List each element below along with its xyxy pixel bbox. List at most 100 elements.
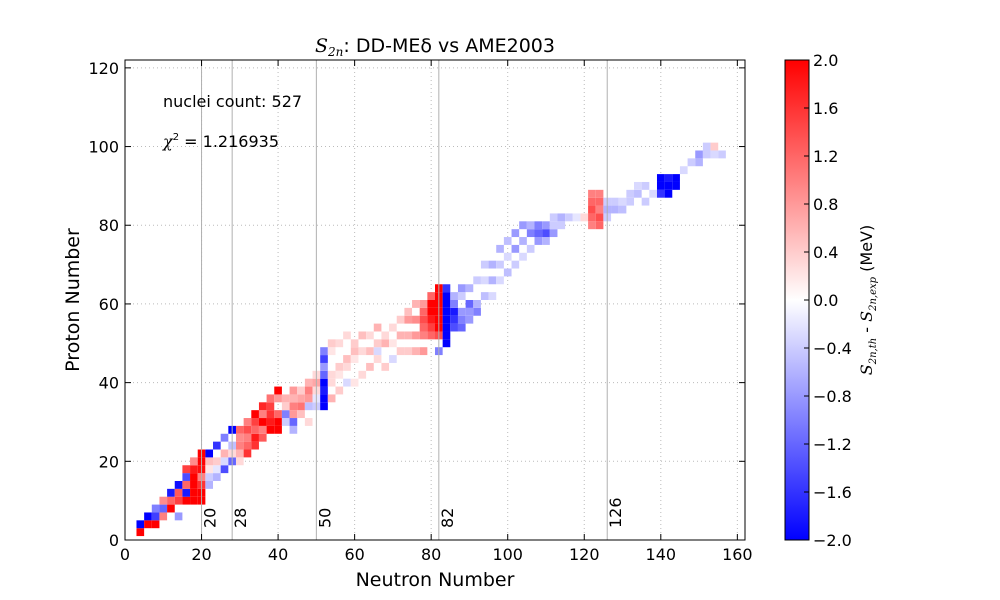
heatmap-cell bbox=[373, 339, 382, 348]
heatmap-cell bbox=[182, 488, 191, 497]
heatmap-cell bbox=[695, 150, 703, 159]
colorbar-tick-label: −0.8 bbox=[813, 387, 852, 406]
heatmap-cell bbox=[710, 142, 719, 151]
x-tick-label: 160 bbox=[722, 545, 753, 564]
heatmap-cell bbox=[457, 315, 466, 324]
nuclei-count-label: nuclei count: 527 bbox=[163, 92, 302, 111]
heatmap-cell bbox=[488, 292, 497, 300]
heatmap-cell bbox=[343, 378, 351, 387]
heatmap-cell bbox=[182, 496, 191, 505]
heatmap-cell bbox=[465, 315, 474, 324]
heatmap-cell bbox=[220, 465, 229, 474]
heatmap-cell bbox=[381, 362, 390, 371]
heatmap-cell bbox=[595, 197, 604, 206]
y-tick-label: 100 bbox=[88, 138, 119, 157]
heatmap-cell bbox=[457, 323, 466, 332]
heatmap-cell bbox=[457, 284, 466, 293]
heatmap-cell bbox=[427, 307, 435, 316]
heatmap-cell bbox=[350, 347, 359, 356]
heatmap-cell bbox=[343, 331, 351, 340]
heatmap-cell bbox=[151, 520, 160, 529]
heatmap-cell bbox=[327, 370, 336, 379]
y-tick-label: 80 bbox=[99, 216, 119, 235]
heatmap-cell bbox=[412, 331, 420, 340]
heatmap-cell bbox=[396, 315, 405, 324]
heatmap-cell bbox=[419, 315, 428, 324]
heatmap-cell bbox=[366, 347, 374, 356]
x-tick-label: 140 bbox=[646, 545, 677, 564]
heatmap-cell bbox=[335, 339, 344, 348]
heatmap-cell bbox=[320, 370, 328, 379]
heatmap-cell bbox=[251, 418, 259, 426]
heatmap-cell bbox=[266, 394, 275, 403]
heatmap-cell bbox=[320, 386, 328, 395]
heatmap-cell bbox=[450, 307, 458, 316]
colorbar-tick-label: −2.0 bbox=[813, 531, 852, 550]
heatmap-cell bbox=[503, 252, 512, 261]
heatmap-cell bbox=[281, 402, 290, 411]
heatmap-cell bbox=[358, 347, 367, 356]
x-tick-label: 0 bbox=[120, 545, 130, 564]
heatmap-cell bbox=[258, 410, 267, 419]
heatmap-cell bbox=[213, 465, 221, 474]
heatmap-cell bbox=[557, 213, 566, 222]
heatmap-cell bbox=[167, 504, 175, 513]
heatmap-cell bbox=[281, 418, 290, 426]
heatmap-cell bbox=[549, 229, 558, 238]
colorbar-tick-label: −1.6 bbox=[813, 483, 852, 502]
heatmap-cell bbox=[373, 347, 382, 356]
heatmap-cell bbox=[289, 410, 298, 419]
heatmap-cell bbox=[235, 433, 244, 442]
heatmap-cell bbox=[274, 386, 282, 395]
heatmap-cell bbox=[427, 323, 435, 332]
heatmap-cell bbox=[274, 425, 282, 434]
heatmap-cell bbox=[266, 425, 275, 434]
heatmap-cell bbox=[664, 174, 673, 182]
heatmap-cell bbox=[450, 292, 458, 300]
heatmap-cell bbox=[144, 520, 152, 529]
heatmap-cell bbox=[136, 528, 145, 537]
heatmap-cell bbox=[327, 378, 336, 387]
heatmap-cell bbox=[274, 418, 282, 426]
heatmap-cell bbox=[634, 189, 642, 198]
heatmap-cell bbox=[205, 473, 214, 481]
heatmap-cell bbox=[358, 331, 367, 340]
heatmap-cell bbox=[718, 150, 726, 159]
heatmap-cell bbox=[266, 410, 275, 419]
heatmap-cell bbox=[289, 425, 298, 434]
heatmap-cell bbox=[457, 292, 466, 300]
heatmap-cell bbox=[167, 496, 175, 505]
heatmap-cell bbox=[289, 394, 298, 403]
x-tick-label: 60 bbox=[344, 545, 364, 564]
heatmap-cell bbox=[220, 449, 229, 458]
colorbar-tick-label: −0.4 bbox=[813, 339, 852, 358]
heatmap-cell bbox=[289, 418, 298, 426]
heatmap-cell bbox=[419, 307, 428, 316]
magic-number-label: 126 bbox=[606, 497, 625, 528]
magic-number-label: 50 bbox=[315, 508, 334, 528]
heatmap-cell bbox=[304, 402, 313, 411]
heatmap-cell bbox=[450, 323, 458, 332]
heatmap-cell bbox=[519, 252, 527, 261]
magic-number-label: 20 bbox=[201, 508, 220, 528]
heatmap-cell bbox=[251, 433, 259, 442]
heatmap-cell bbox=[526, 221, 535, 230]
colorbar-tick-label: 0.8 bbox=[813, 195, 838, 214]
heatmap-cell bbox=[687, 158, 696, 167]
heatmap-cell bbox=[588, 197, 596, 206]
heatmap-cell bbox=[174, 488, 183, 497]
heatmap-cell bbox=[335, 386, 344, 395]
heatmap-cell bbox=[335, 362, 344, 371]
heatmap-cell bbox=[190, 473, 198, 481]
magic-number-label: 82 bbox=[438, 508, 457, 528]
heatmap-cell bbox=[526, 229, 535, 238]
heatmap-cell bbox=[266, 402, 275, 411]
heatmap-cell bbox=[343, 362, 351, 371]
heatmap-cell bbox=[641, 197, 650, 206]
chart-title: S2n: DD-MEδ vs AME2003 bbox=[315, 35, 555, 59]
heatmap-cell bbox=[343, 355, 351, 363]
heatmap-cell bbox=[381, 339, 390, 348]
heatmap-cell bbox=[442, 331, 451, 340]
heatmap-cell bbox=[174, 496, 183, 505]
heatmap-cell bbox=[251, 425, 259, 434]
